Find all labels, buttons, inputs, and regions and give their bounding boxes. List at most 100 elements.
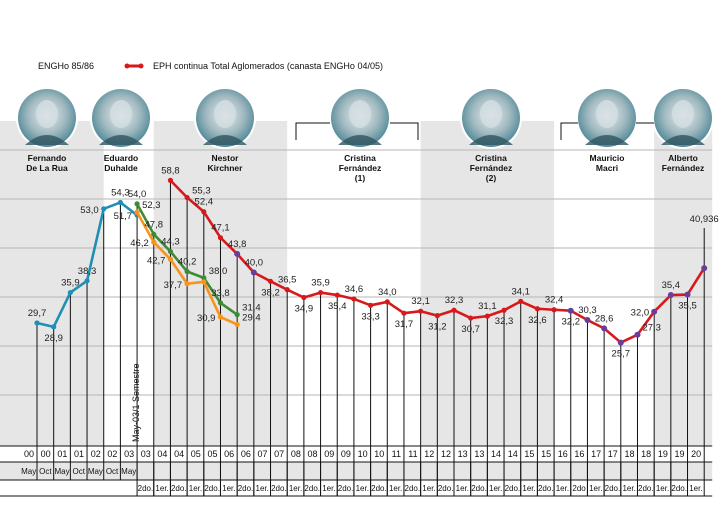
data-label: 33,3 — [361, 311, 380, 322]
data-point — [667, 292, 674, 299]
data-point — [584, 317, 591, 324]
data-label: 51,7 — [114, 211, 133, 222]
data-point — [551, 307, 557, 313]
tick-semester: 1er. — [489, 484, 502, 493]
data-point — [201, 279, 207, 285]
data-point — [151, 239, 157, 245]
data-label: 32,3 — [445, 295, 464, 306]
data-point — [184, 281, 190, 287]
tick-semester: 1er. — [656, 484, 669, 493]
data-label: 43,8 — [228, 239, 247, 250]
tick-year: 03 — [124, 449, 134, 459]
data-label: 31,2 — [428, 322, 447, 333]
tick-semester: 2do. — [638, 484, 654, 493]
tick-year: 07 — [258, 449, 268, 459]
data-label: 54,3 — [111, 187, 130, 198]
data-labels: 29,728,935,938,353,054,351,754,047,844,3… — [28, 165, 719, 359]
data-point — [250, 269, 257, 276]
tick-semester: 2do. — [171, 484, 187, 493]
tick-year: 11 — [392, 449, 401, 459]
president-name: (2) — [486, 173, 497, 183]
tick-semester: 1er. — [289, 484, 302, 493]
tick-year: 02 — [91, 449, 101, 459]
data-point — [684, 291, 691, 298]
tick-semester: 1er. — [456, 484, 469, 493]
data-label: 32,1 — [411, 296, 430, 307]
tick-year: 08 — [308, 449, 318, 459]
data-label: 34,6 — [345, 284, 364, 295]
tick-year: 19 — [658, 449, 668, 459]
tick-semester: 2do — [572, 484, 586, 493]
tick-month: Oct — [72, 467, 85, 476]
term-bracket — [295, 122, 330, 140]
data-point — [167, 248, 174, 255]
tick-year: 13 — [458, 449, 468, 459]
data-label: 28,9 — [44, 333, 63, 344]
data-point — [384, 299, 390, 305]
data-point — [534, 306, 541, 312]
data-point — [651, 308, 658, 315]
data-point — [601, 325, 608, 332]
data-label: 29,7 — [28, 308, 47, 319]
data-label: 35,9 — [311, 278, 330, 289]
tick-year: 06 — [224, 449, 234, 459]
president-name: Duhalde — [104, 163, 138, 173]
data-point — [151, 231, 157, 237]
tick-year: 01 — [57, 449, 67, 459]
tick-year: 16 — [574, 449, 584, 459]
data-label: 58,8 — [161, 165, 180, 176]
data-point — [334, 292, 340, 298]
tick-year: 16 — [558, 449, 568, 459]
data-point — [567, 307, 574, 314]
data-label: 34,1 — [511, 286, 530, 297]
gridlines — [0, 149, 713, 396]
data-label: 31,4 — [242, 303, 261, 314]
data-point — [201, 275, 207, 281]
data-point — [634, 331, 641, 338]
data-label: 30,9 — [197, 313, 216, 324]
tick-semester: 1er. — [622, 484, 635, 493]
portrait-shoulders — [338, 135, 382, 145]
data-point — [701, 265, 708, 272]
portrait-shoulders — [203, 135, 247, 145]
tick-year: 10 — [358, 449, 368, 459]
tick-year: 15 — [524, 449, 534, 459]
tick-semester: 2do. — [605, 484, 621, 493]
legend-engho-label: ENGHo 85/86 — [38, 61, 94, 71]
president-name: (1) — [355, 173, 366, 183]
data-point — [34, 320, 40, 326]
data-point — [101, 206, 107, 212]
tick-semester: 2do. — [371, 484, 387, 493]
tick-year: 15 — [541, 449, 551, 459]
president-band — [0, 121, 104, 446]
tick-semester: 1er. — [356, 484, 369, 493]
tick-semester: 2do. — [138, 484, 154, 493]
data-label: 32,4 — [545, 295, 564, 306]
tick-year: 20 — [691, 449, 701, 459]
data-label: 32,3 — [495, 316, 514, 327]
data-label: 32,0 — [631, 308, 650, 319]
data-label: 38,0 — [209, 266, 228, 277]
tick-year: 06 — [241, 449, 251, 459]
data-label: 40,0 — [245, 258, 264, 269]
tick-year: 14 — [508, 449, 518, 459]
data-point — [84, 278, 90, 284]
data-label: 34,0 — [378, 287, 397, 298]
tick-semester: 1er. — [522, 484, 535, 493]
tick-semester: 2do. — [505, 484, 521, 493]
table-row-months — [0, 462, 713, 480]
data-label: 32,6 — [528, 315, 547, 326]
data-point — [217, 300, 224, 306]
data-label: 38,3 — [78, 266, 97, 277]
drop-lines — [36, 180, 705, 446]
tick-year: 18 — [641, 449, 651, 459]
data-label: 31,7 — [395, 319, 414, 330]
data-point — [234, 250, 241, 257]
data-point — [217, 235, 224, 241]
president-name: Fernando — [28, 153, 67, 163]
president-name: Macri — [596, 163, 618, 173]
portrait-face — [596, 100, 618, 128]
tick-year: 08 — [291, 449, 301, 459]
